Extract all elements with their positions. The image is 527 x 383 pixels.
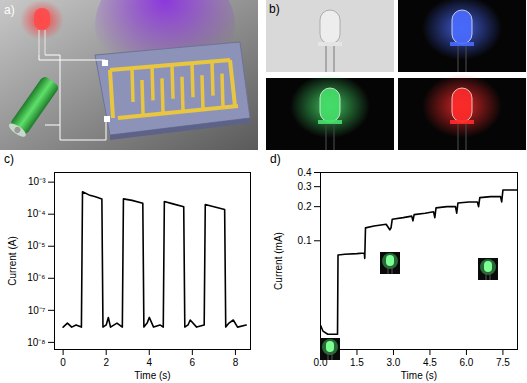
- svg-text:0.2: 0.2: [298, 201, 312, 212]
- svg-text:6.0: 6.0: [459, 357, 473, 368]
- svg-text:4: 4: [146, 357, 152, 368]
- svg-text:10⁻⁷: 10⁻⁷: [28, 305, 46, 316]
- svg-text:Time (s): Time (s): [134, 370, 170, 381]
- svg-text:0.0: 0.0: [313, 356, 328, 368]
- svg-text:Current (mA): Current (mA): [273, 232, 284, 290]
- svg-text:0.1: 0.1: [298, 235, 312, 246]
- svg-text:10⁻³: 10⁻³: [28, 176, 46, 187]
- svg-text:3.0: 3.0: [387, 357, 401, 368]
- svg-text:Time (s): Time (s): [401, 370, 437, 381]
- svg-text:Current (A): Current (A): [7, 236, 18, 285]
- svg-text:10⁻⁴: 10⁻⁴: [27, 208, 45, 219]
- html-text:c): c): [4, 152, 14, 166]
- html-text:b): b): [269, 2, 280, 16]
- svg-text:2: 2: [103, 357, 109, 368]
- svg-text:10⁻⁵: 10⁻⁵: [27, 240, 45, 251]
- svg-text:10⁻⁶: 10⁻⁶: [27, 272, 45, 283]
- html-text:d): d): [270, 152, 281, 166]
- svg-text:8: 8: [233, 357, 239, 368]
- svg-text:0: 0: [60, 357, 66, 368]
- html-text:a): a): [4, 3, 15, 17]
- svg-text:0.4: 0.4: [298, 167, 312, 178]
- svg-text:0.3: 0.3: [298, 181, 312, 192]
- svg-text:10⁻⁸: 10⁻⁸: [27, 337, 45, 348]
- svg-text:6: 6: [190, 357, 196, 368]
- svg-text:7.5: 7.5: [496, 357, 510, 368]
- svg-text:1.5: 1.5: [350, 357, 364, 368]
- svg-text:4.5: 4.5: [423, 357, 437, 368]
